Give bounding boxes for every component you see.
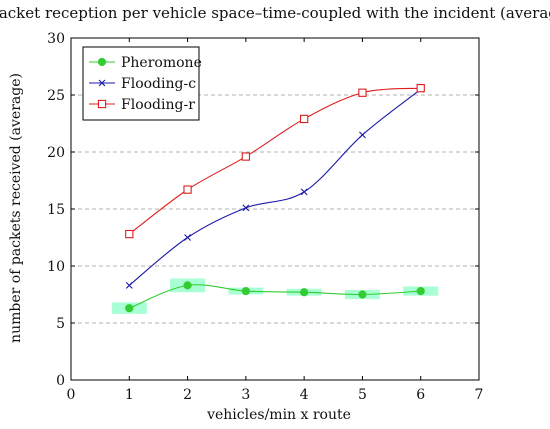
- y-tick-label: 25: [47, 88, 65, 104]
- data-point-1-2: [242, 204, 250, 212]
- data-point-1-3-stroke-b: [300, 188, 308, 196]
- chart-title: Packet reception per vehicle space–time-…: [0, 4, 550, 22]
- series-lines: [128, 87, 422, 309]
- y-tick-label: 10: [47, 259, 65, 275]
- data-point-0-4: [358, 290, 367, 299]
- series-line-0: [129, 284, 421, 309]
- data-point-0-1: [183, 281, 192, 290]
- y-axis-ticks: 0 5 10 15 20 25 30: [47, 31, 479, 389]
- data-point-2-0: [125, 229, 134, 239]
- x-tick-label: 4: [300, 387, 309, 403]
- error-bands: [111, 278, 439, 314]
- data-point-2-3: [299, 114, 309, 124]
- data-point-2-4: [358, 88, 367, 97]
- data-point-1-4-stroke-b: [359, 131, 366, 139]
- y-axis-label: number of packets received (average): [8, 73, 24, 343]
- x-axis-label: vehicles/min x route: [206, 407, 351, 423]
- data-point-2-2: [241, 152, 251, 161]
- legend-label-1: Flooding-c: [121, 76, 196, 92]
- data-point-1-4: [359, 131, 366, 139]
- x-tick-label: 5: [358, 387, 367, 403]
- grid: [71, 94, 479, 324]
- y-tick-label: 15: [47, 202, 65, 218]
- legend-marker-2: [97, 99, 107, 109]
- y-tick-label: 0: [56, 373, 65, 389]
- series-markers: [125, 84, 425, 313]
- x-tick-label: 6: [416, 387, 425, 403]
- data-point-1-1: [184, 234, 191, 241]
- data-point-1-1-stroke-b: [184, 234, 191, 241]
- y-tick-label: 20: [47, 145, 65, 161]
- legend: Pheromone Flooding-c Flooding-r: [82, 46, 202, 121]
- data-point-0-0: [125, 304, 134, 313]
- x-tick-label: 7: [475, 387, 484, 403]
- data-point-1-0-stroke-b: [125, 281, 133, 289]
- x-tick-label: 3: [241, 387, 250, 403]
- x-tick-label: 2: [183, 387, 192, 403]
- data-point-1-3: [300, 188, 308, 196]
- data-point-0-3: [300, 288, 309, 297]
- data-point-0-2: [241, 286, 250, 296]
- legend-marker-0: [97, 57, 107, 67]
- legend-marker-1-stroke-b: [98, 79, 106, 87]
- legend-label-0: Pheromone: [121, 55, 202, 71]
- x-tick-label: 1: [125, 387, 134, 403]
- legend-marker-1: [98, 79, 106, 87]
- data-point-1-0: [125, 281, 133, 289]
- series-line-1: [128, 88, 422, 286]
- x-axis-ticks: 0 1 2 3 4 5 6 7: [67, 38, 484, 403]
- legend-label-2: Flooding-r: [121, 97, 195, 113]
- data-point-2-1: [183, 185, 192, 194]
- data-point-1-2-stroke-b: [242, 204, 250, 212]
- y-tick-label: 5: [56, 316, 65, 332]
- data-point-2-5: [416, 84, 425, 93]
- x-tick-label: 0: [67, 387, 76, 403]
- y-tick-label: 30: [47, 31, 65, 47]
- data-point-0-5: [416, 286, 425, 296]
